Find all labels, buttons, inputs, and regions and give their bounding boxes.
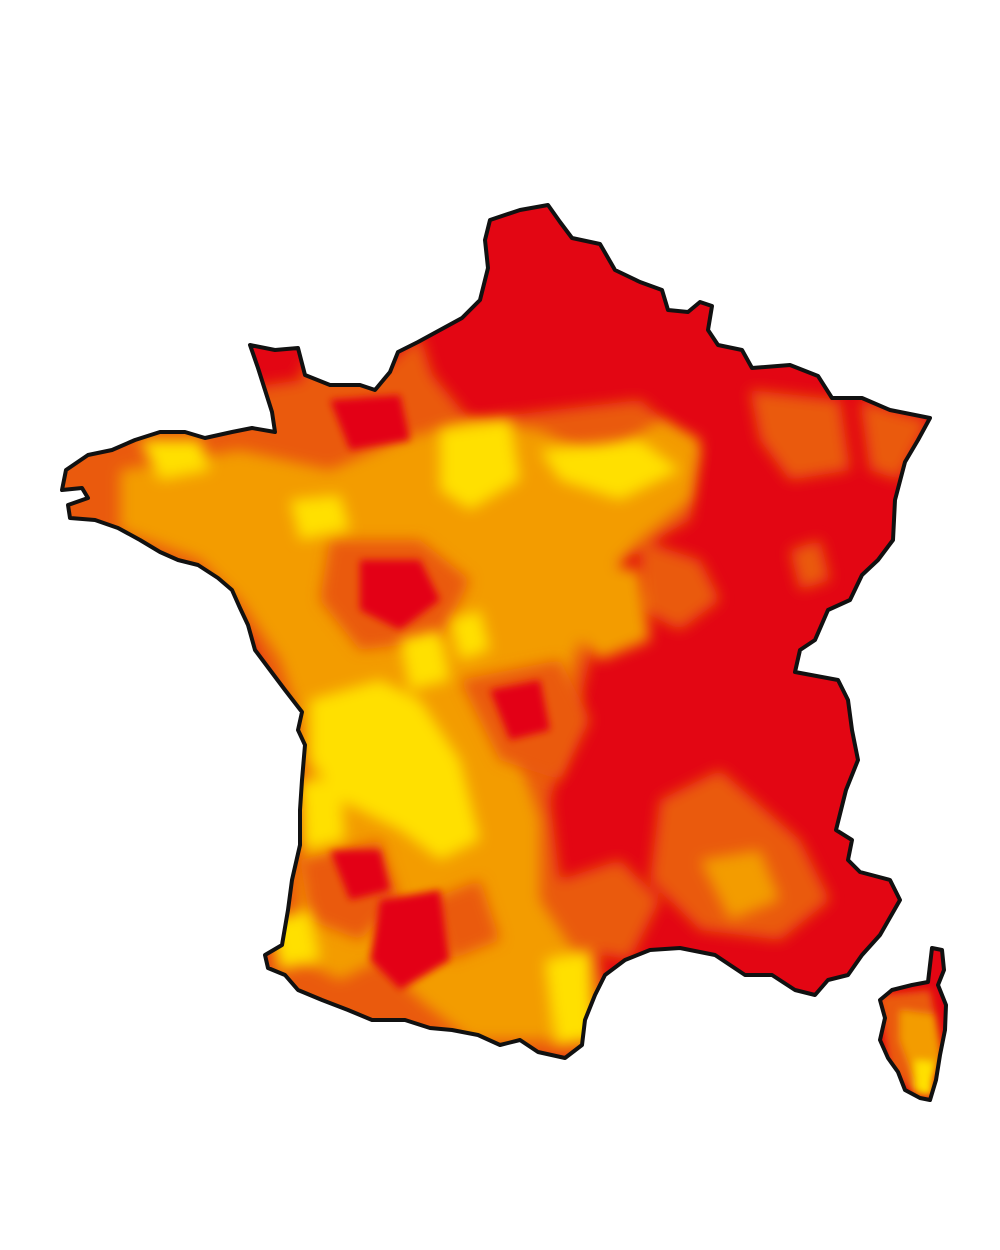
high-level-pockets bbox=[330, 395, 550, 990]
lowest-level-zones bbox=[140, 420, 680, 1045]
